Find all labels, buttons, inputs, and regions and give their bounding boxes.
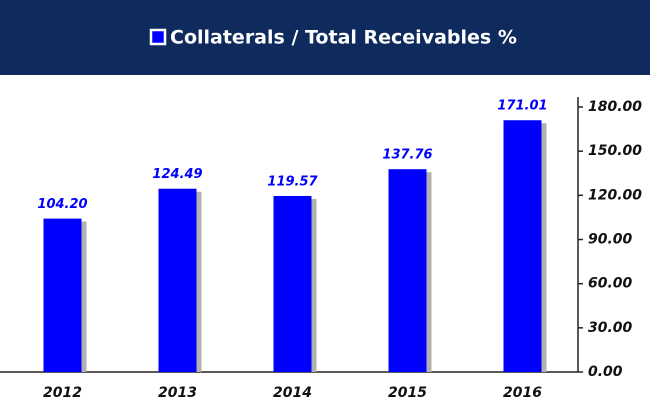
- x-tick-label: 2016: [503, 385, 542, 401]
- value-label: 124.49: [152, 167, 202, 182]
- bar: [158, 188, 197, 372]
- y-tick-label: 60.00: [588, 276, 633, 292]
- x-tick-label: 2013: [158, 385, 197, 401]
- x-tick-label: 2015: [388, 385, 427, 401]
- legend-label: Collaterals / Total Receivables %: [170, 27, 517, 49]
- y-tick-label: 0.00: [588, 364, 623, 380]
- bar: [43, 218, 82, 372]
- x-tick-label: 2012: [43, 385, 82, 401]
- value-label: 119.57: [267, 174, 318, 189]
- value-label: 171.01: [497, 99, 547, 114]
- y-tick-label: 120.00: [588, 187, 642, 203]
- x-tick-label: 2014: [273, 385, 312, 401]
- bar: [273, 195, 312, 372]
- y-tick-label: 180.00: [588, 99, 642, 115]
- header-band: [0, 0, 650, 75]
- value-label: 104.20: [37, 197, 87, 212]
- value-label: 137.76: [382, 148, 432, 163]
- bar: [388, 169, 427, 372]
- legend-swatch: [149, 28, 167, 46]
- y-tick-label: 150.00: [588, 143, 642, 159]
- y-tick-label: 90.00: [588, 232, 633, 248]
- bar: [503, 120, 542, 372]
- y-tick-label: 30.00: [588, 320, 633, 336]
